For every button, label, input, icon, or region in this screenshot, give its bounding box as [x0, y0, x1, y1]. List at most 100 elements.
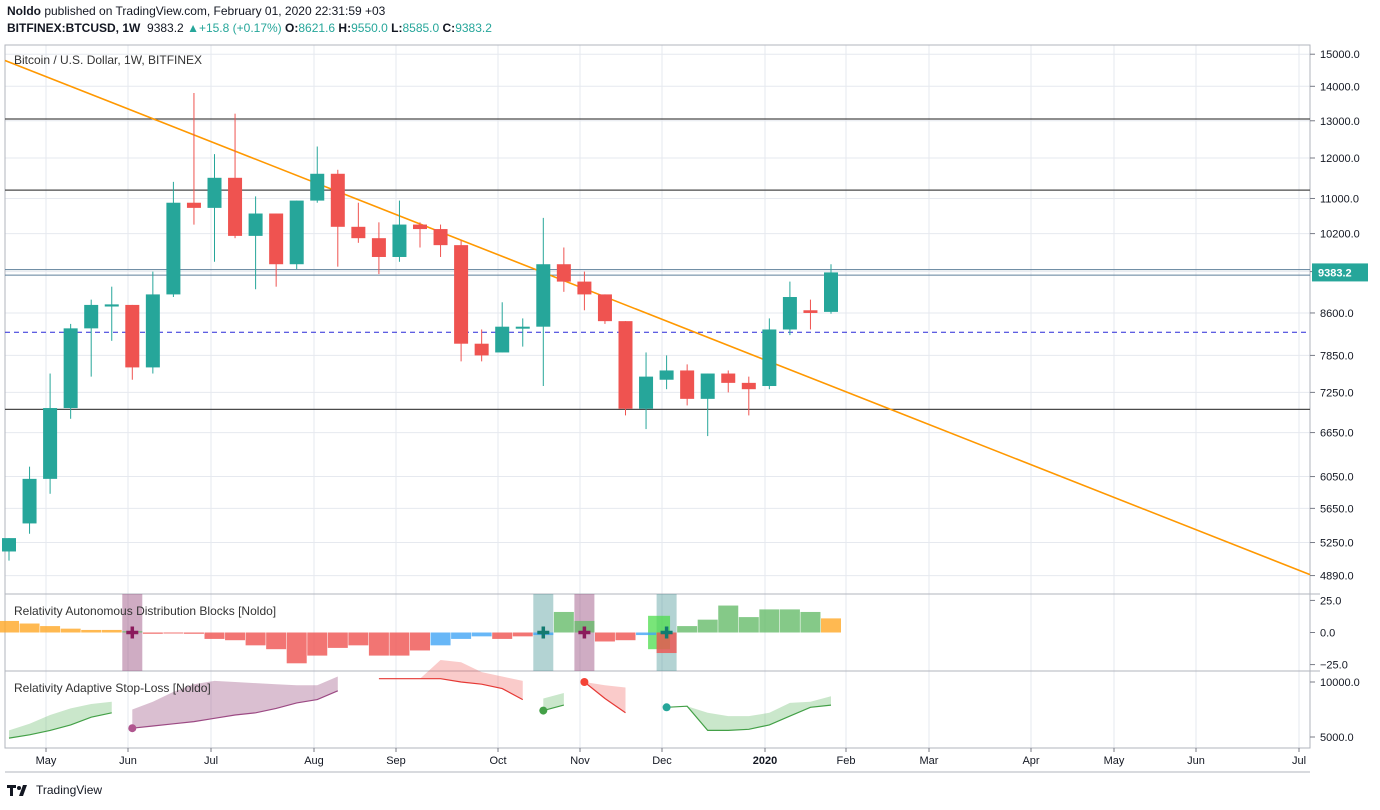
stoploss-band [667, 696, 831, 730]
price-tick-label: 5650.0 [1320, 503, 1354, 515]
time-tick-label: 2020 [753, 755, 777, 767]
price-tick-label: 4890.0 [1320, 571, 1354, 583]
indicator-title: Relativity Autonomous Distribution Block… [14, 604, 276, 618]
indicator-tick-label: 25.0 [1320, 595, 1341, 607]
distribution-block [0, 621, 19, 633]
candle-body [64, 328, 78, 408]
price-tick-label: 6050.0 [1320, 472, 1354, 484]
time-tick-label: May [36, 755, 57, 767]
candle-body [310, 174, 324, 201]
candle-body [331, 174, 345, 227]
stoploss-start-dot [580, 678, 588, 686]
candle-body [2, 538, 16, 551]
distribution-block [369, 633, 389, 656]
indicator-tick-label: 0.0 [1320, 628, 1335, 640]
candle-body [84, 305, 98, 328]
stoploss-band [9, 702, 112, 738]
time-tick-label: Oct [489, 755, 506, 767]
distribution-block [677, 626, 697, 632]
price-tick-label: 10200.0 [1320, 229, 1360, 241]
distribution-block [20, 624, 40, 633]
indicator-title: Relativity Adaptive Stop-Loss [Noldo] [14, 681, 211, 695]
distribution-block [718, 606, 738, 633]
tradingview-brand[interactable]: TradingView [36, 783, 102, 797]
distribution-block [225, 633, 245, 641]
indicator-tick-label: 10000.0 [1320, 677, 1360, 689]
distribution-block [759, 609, 779, 632]
candle-body [146, 294, 160, 367]
distribution-block [636, 633, 656, 636]
stoploss-start-dot [128, 724, 136, 732]
price-tick-label: 11000.0 [1320, 193, 1359, 205]
price-tick-label: 8600.0 [1320, 308, 1354, 320]
distribution-block [800, 612, 820, 633]
distribution-block [81, 630, 101, 633]
distribution-block [102, 630, 122, 633]
distribution-block [431, 633, 451, 646]
price-tick-label: 12000.0 [1320, 153, 1360, 165]
distribution-block [410, 633, 430, 651]
distribution-block [163, 633, 183, 634]
distribution-block [389, 633, 409, 656]
candle-body [43, 408, 57, 479]
candle-body [166, 203, 180, 295]
distribution-block [492, 633, 512, 639]
chart-title: Bitcoin / U.S. Dollar, 1W, BITFINEX [14, 53, 202, 67]
distribution-block [472, 633, 492, 637]
time-tick-label: Sep [386, 755, 406, 767]
distribution-block [513, 633, 533, 637]
candle-body [351, 227, 365, 238]
time-tick-label: Jun [119, 755, 137, 767]
distribution-block [780, 609, 800, 632]
distribution-block [40, 626, 60, 632]
distribution-block [287, 633, 307, 664]
distribution-block [595, 633, 615, 642]
candle-body [660, 370, 674, 379]
price-tick-label: 13000.0 [1320, 116, 1360, 128]
stoploss-start-dot [663, 703, 671, 711]
distribution-block [143, 633, 163, 634]
distribution-block [348, 633, 368, 646]
time-tick-label: Dec [652, 755, 672, 767]
time-tick-label: Feb [837, 755, 856, 767]
price-tick-label: 14000.0 [1320, 81, 1360, 93]
time-tick-label: Nov [570, 755, 590, 767]
candle-body [783, 297, 797, 329]
tradingview-logo-icon [6, 783, 32, 797]
candle-body [639, 377, 653, 409]
candle-body [372, 238, 386, 257]
distribution-block [328, 633, 348, 648]
candle-body [762, 329, 776, 386]
distribution-block [307, 633, 327, 656]
candle-body [516, 327, 530, 329]
candle-body [105, 304, 119, 306]
price-tick-label: 15000.0 [1320, 49, 1360, 61]
distribution-block [554, 612, 574, 633]
distribution-block [205, 633, 225, 639]
indicator-tick-label: −25.0 [1320, 660, 1348, 672]
candle-body [269, 214, 283, 265]
time-tick-label: May [1104, 755, 1125, 767]
distribution-block [246, 633, 266, 646]
stoploss-start-dot [539, 707, 547, 715]
candle-body [208, 178, 222, 208]
footer: TradingView [6, 783, 102, 797]
time-tick-label: Jun [1187, 755, 1205, 767]
candle-body [742, 383, 756, 389]
candle-body [495, 327, 509, 353]
candle-body [619, 321, 633, 409]
candle-body [475, 344, 489, 356]
time-tick-label: Mar [920, 755, 939, 767]
distribution-block [821, 618, 841, 632]
chart-canvas[interactable]: 15000.0 14000.0 13000.0 12000.0 11000.0 10200… [0, 0, 1380, 810]
distribution-block [698, 620, 718, 633]
distribution-block [616, 633, 636, 641]
time-tick-label: Aug [304, 755, 324, 767]
indicator-tick-label: 5000.0 [1320, 732, 1354, 744]
candle-body [701, 374, 715, 399]
candle-body [290, 201, 304, 265]
distribution-block [61, 629, 81, 633]
distribution-block [266, 633, 286, 650]
candle-body [249, 214, 263, 236]
candle-body [803, 310, 817, 313]
